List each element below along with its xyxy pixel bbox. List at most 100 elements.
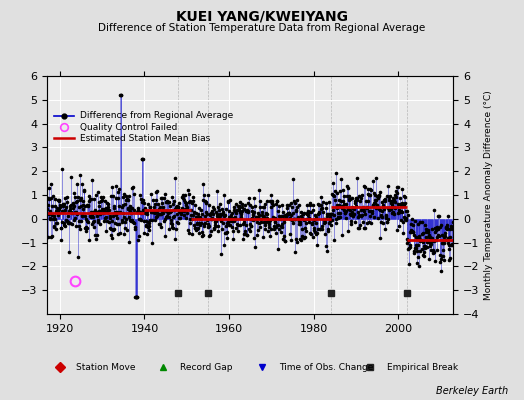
Point bbox=[80, 187, 89, 194]
Point bbox=[77, 218, 85, 224]
Point bbox=[445, 226, 454, 232]
Point bbox=[324, 226, 333, 232]
Point bbox=[194, 205, 203, 211]
Point bbox=[212, 209, 220, 216]
Text: Difference of Station Temperature Data from Regional Average: Difference of Station Temperature Data f… bbox=[99, 23, 425, 33]
Point bbox=[371, 197, 379, 203]
Point bbox=[325, 199, 333, 206]
Point bbox=[269, 216, 277, 222]
Point bbox=[446, 255, 455, 261]
Point bbox=[267, 226, 275, 232]
Point bbox=[266, 216, 274, 223]
Point bbox=[100, 208, 108, 214]
Point bbox=[100, 206, 108, 212]
Point bbox=[227, 210, 236, 216]
Point bbox=[380, 196, 389, 202]
Point bbox=[393, 226, 401, 233]
Point bbox=[339, 205, 347, 212]
Text: Station Move: Station Move bbox=[76, 362, 136, 372]
Point bbox=[75, 172, 84, 178]
Point bbox=[64, 213, 72, 219]
Point bbox=[330, 212, 339, 218]
Point bbox=[417, 231, 425, 237]
Point bbox=[405, 246, 413, 252]
Point bbox=[316, 202, 325, 208]
Point bbox=[321, 231, 330, 238]
Point bbox=[318, 205, 326, 212]
Point bbox=[202, 199, 210, 206]
Point bbox=[322, 212, 331, 219]
Point bbox=[223, 235, 232, 242]
Point bbox=[73, 211, 81, 218]
Point bbox=[146, 217, 154, 224]
Point bbox=[289, 210, 297, 216]
Point bbox=[147, 209, 156, 215]
Point bbox=[255, 187, 264, 194]
Point bbox=[241, 228, 249, 234]
Point bbox=[432, 225, 441, 232]
Point bbox=[332, 170, 340, 176]
Point bbox=[107, 193, 115, 199]
Point bbox=[211, 221, 220, 228]
Point bbox=[120, 214, 128, 220]
Point bbox=[59, 201, 68, 208]
Point bbox=[366, 186, 375, 192]
Point bbox=[259, 219, 268, 225]
Point bbox=[418, 246, 427, 252]
Point bbox=[366, 212, 374, 219]
Point bbox=[101, 209, 109, 216]
Point bbox=[212, 223, 221, 229]
Point bbox=[369, 190, 378, 197]
Point bbox=[102, 228, 110, 234]
Point bbox=[85, 237, 94, 244]
Point bbox=[444, 235, 453, 241]
Point bbox=[158, 195, 166, 201]
Point bbox=[299, 234, 308, 240]
Point bbox=[57, 236, 65, 243]
Point bbox=[346, 207, 354, 213]
Point bbox=[207, 210, 215, 216]
Point bbox=[77, 195, 85, 201]
Point bbox=[44, 195, 52, 201]
Point bbox=[95, 199, 103, 206]
Point bbox=[377, 212, 385, 219]
Point bbox=[72, 223, 81, 230]
Point bbox=[125, 214, 134, 220]
Point bbox=[136, 192, 144, 198]
Point bbox=[256, 224, 264, 230]
Point bbox=[376, 188, 384, 195]
Point bbox=[132, 294, 140, 300]
Point bbox=[354, 209, 362, 216]
Point bbox=[254, 226, 263, 233]
Point bbox=[366, 192, 374, 198]
Point bbox=[325, 220, 333, 226]
Point bbox=[48, 202, 56, 209]
Point bbox=[345, 196, 353, 203]
Point bbox=[58, 219, 67, 225]
Point bbox=[330, 236, 339, 243]
Point bbox=[104, 207, 112, 214]
Point bbox=[163, 199, 171, 205]
Point bbox=[345, 211, 354, 218]
Point bbox=[311, 212, 319, 218]
Point bbox=[77, 202, 85, 209]
Point bbox=[97, 206, 106, 212]
Point bbox=[243, 207, 252, 213]
Point bbox=[179, 196, 188, 203]
Point bbox=[125, 208, 134, 214]
Point bbox=[410, 248, 418, 254]
Point bbox=[327, 211, 335, 218]
Point bbox=[50, 196, 59, 202]
Point bbox=[408, 228, 416, 234]
Point bbox=[420, 252, 428, 259]
Point bbox=[438, 232, 446, 238]
Point bbox=[264, 219, 272, 226]
Point bbox=[189, 194, 198, 201]
Point bbox=[373, 193, 381, 199]
Point bbox=[348, 195, 357, 201]
Point bbox=[195, 220, 203, 226]
Point bbox=[206, 232, 214, 238]
Point bbox=[67, 174, 75, 180]
Point bbox=[389, 209, 398, 216]
Point bbox=[192, 210, 200, 216]
